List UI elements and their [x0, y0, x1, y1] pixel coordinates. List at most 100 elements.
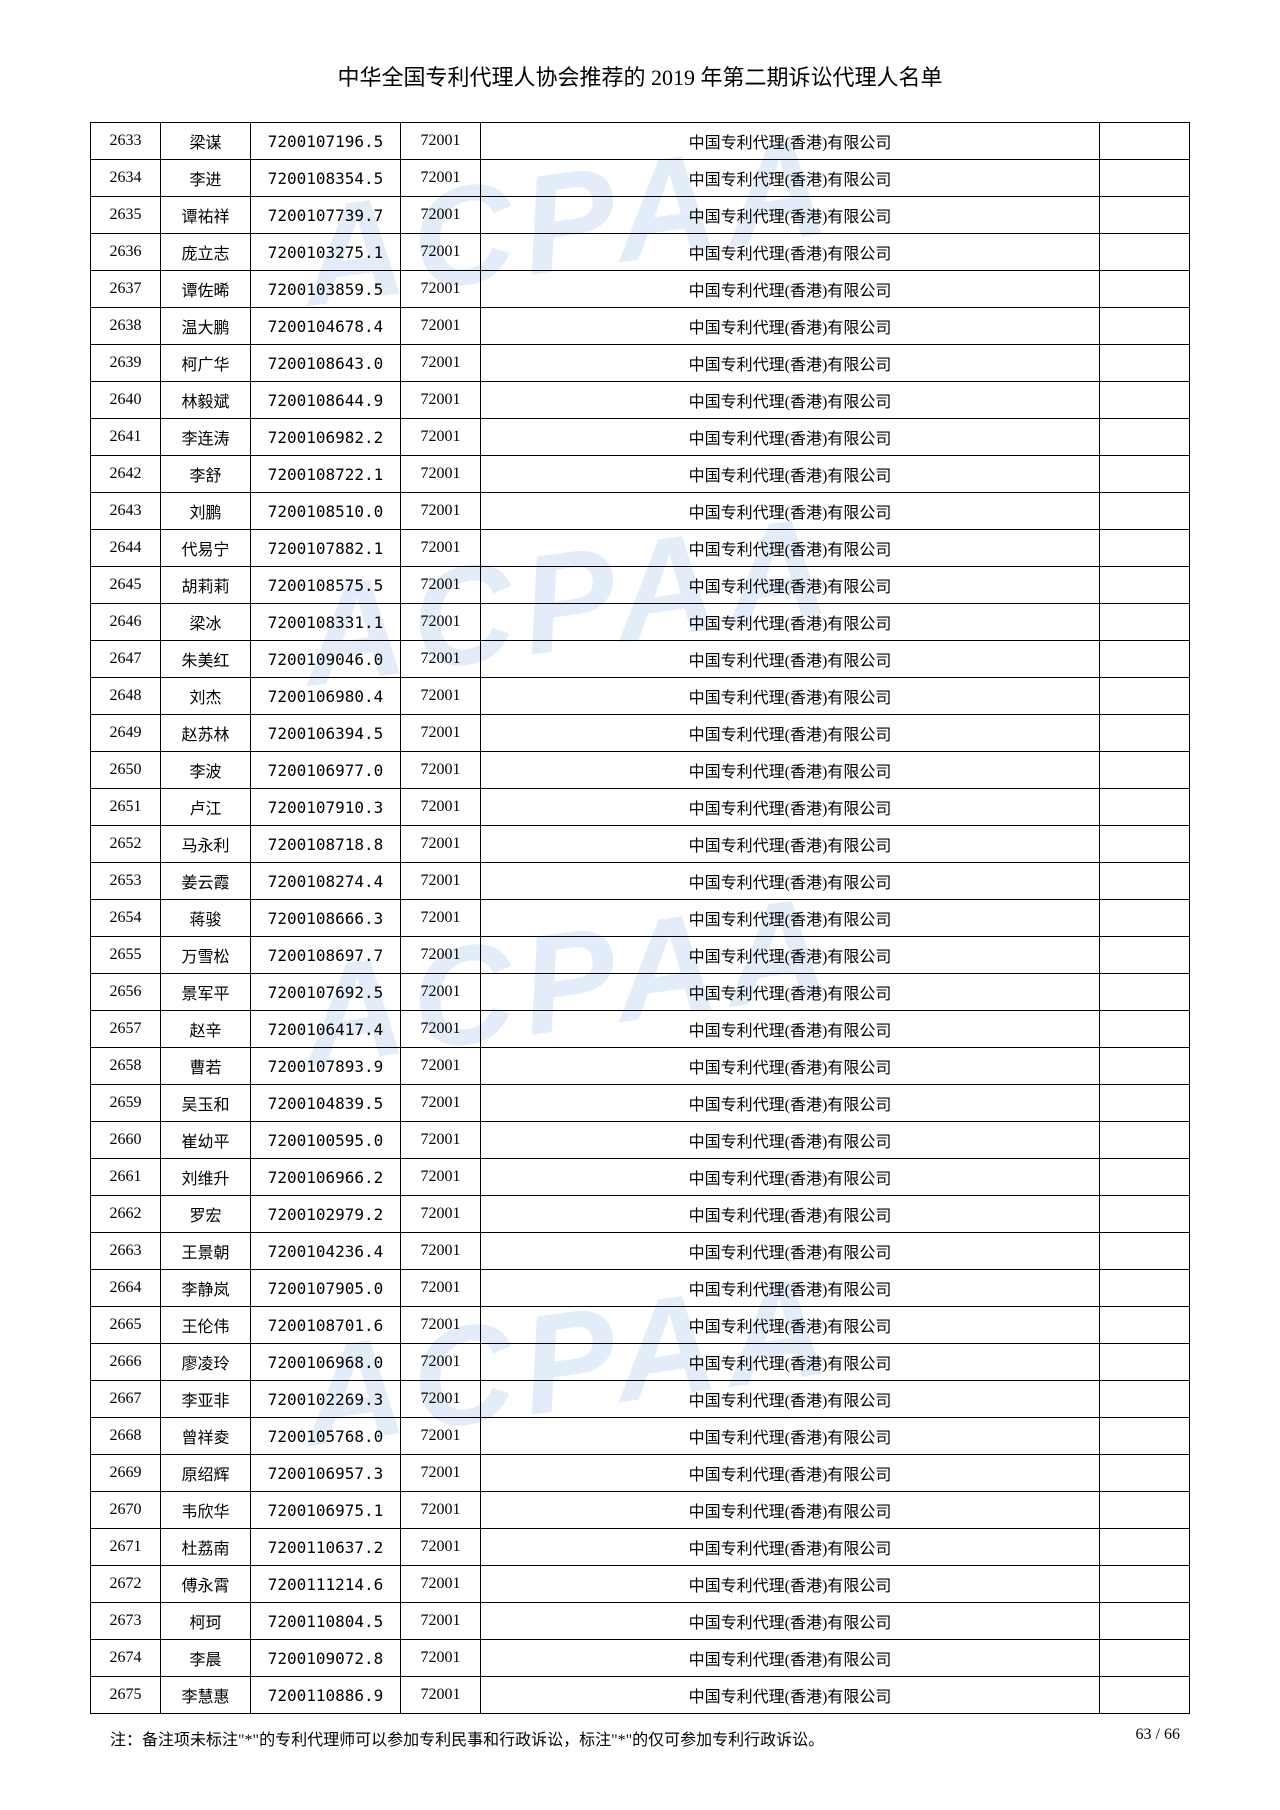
table-cell: [1100, 1270, 1190, 1307]
table-cell: [1100, 900, 1190, 937]
table-cell: [1100, 1492, 1190, 1529]
table-cell: 中国专利代理(香港)有限公司: [481, 900, 1100, 937]
table-cell: 7200109072.8: [251, 1640, 401, 1677]
table-cell: 傅永霄: [161, 1566, 251, 1603]
table-row: 2640林毅斌7200108644.972001中国专利代理(香港)有限公司: [91, 382, 1190, 419]
table-cell: 2665: [91, 1307, 161, 1344]
table-cell: 刘鹏: [161, 493, 251, 530]
table-cell: 72001: [401, 1566, 481, 1603]
table-cell: 2667: [91, 1381, 161, 1418]
table-cell: [1100, 1159, 1190, 1196]
table-cell: 中国专利代理(香港)有限公司: [481, 197, 1100, 234]
table-row: 2655万雪松7200108697.772001中国专利代理(香港)有限公司: [91, 937, 1190, 974]
table-cell: 2643: [91, 493, 161, 530]
table-cell: 刘杰: [161, 678, 251, 715]
table-cell: [1100, 1344, 1190, 1381]
table-cell: 中国专利代理(香港)有限公司: [481, 678, 1100, 715]
table-row: 2661刘维升7200106966.272001中国专利代理(香港)有限公司: [91, 1159, 1190, 1196]
table-cell: 7200108643.0: [251, 345, 401, 382]
table-cell: 7200108722.1: [251, 456, 401, 493]
table-cell: 7200108701.6: [251, 1307, 401, 1344]
table-cell: 中国专利代理(香港)有限公司: [481, 1418, 1100, 1455]
table-cell: 2671: [91, 1529, 161, 1566]
table-cell: 蒋骏: [161, 900, 251, 937]
table-row: 2673柯珂7200110804.572001中国专利代理(香港)有限公司: [91, 1603, 1190, 1640]
table-row: 2633梁谋7200107196.572001中国专利代理(香港)有限公司: [91, 123, 1190, 160]
table-cell: [1100, 863, 1190, 900]
table-cell: [1100, 1048, 1190, 1085]
table-row: 2675李慧惠7200110886.972001中国专利代理(香港)有限公司: [91, 1677, 1190, 1714]
table-cell: [1100, 752, 1190, 789]
table-cell: 72001: [401, 1381, 481, 1418]
table-cell: 中国专利代理(香港)有限公司: [481, 530, 1100, 567]
table-cell: 7200102269.3: [251, 1381, 401, 1418]
table-cell: 72001: [401, 234, 481, 271]
table-cell: 中国专利代理(香港)有限公司: [481, 1196, 1100, 1233]
table-row: 2664李静岚7200107905.072001中国专利代理(香港)有限公司: [91, 1270, 1190, 1307]
table-cell: 姜云霞: [161, 863, 251, 900]
table-cell: 7200107882.1: [251, 530, 401, 567]
table-cell: 72001: [401, 419, 481, 456]
table-cell: 72001: [401, 493, 481, 530]
page-indicator: 63 / 66: [1136, 1726, 1190, 1744]
table-cell: 中国专利代理(香港)有限公司: [481, 1677, 1100, 1714]
table-cell: 72001: [401, 567, 481, 604]
table-cell: 72001: [401, 160, 481, 197]
table-cell: 7200103275.1: [251, 234, 401, 271]
table-cell: 7200107905.0: [251, 1270, 401, 1307]
table-cell: [1100, 789, 1190, 826]
table-cell: 中国专利代理(香港)有限公司: [481, 1566, 1100, 1603]
table-cell: 72001: [401, 789, 481, 826]
table-cell: 72001: [401, 1159, 481, 1196]
table-cell: 吴玉和: [161, 1085, 251, 1122]
table-cell: 7200109046.0: [251, 641, 401, 678]
table-cell: [1100, 1566, 1190, 1603]
table-cell: 2636: [91, 234, 161, 271]
table-row: 2669原绍辉7200106957.372001中国专利代理(香港)有限公司: [91, 1455, 1190, 1492]
table-cell: 中国专利代理(香港)有限公司: [481, 308, 1100, 345]
table-row: 2668曾祥夌7200105768.072001中国专利代理(香港)有限公司: [91, 1418, 1190, 1455]
table-cell: 中国专利代理(香港)有限公司: [481, 1048, 1100, 1085]
table-cell: 景军平: [161, 974, 251, 1011]
table-cell: [1100, 1011, 1190, 1048]
table-cell: 72001: [401, 715, 481, 752]
table-cell: 2638: [91, 308, 161, 345]
table-row: 2665王伦伟7200108701.672001中国专利代理(香港)有限公司: [91, 1307, 1190, 1344]
table-cell: 谭佐晞: [161, 271, 251, 308]
table-cell: 中国专利代理(香港)有限公司: [481, 789, 1100, 826]
table-row: 2650李波7200106977.072001中国专利代理(香港)有限公司: [91, 752, 1190, 789]
table-cell: 梁谋: [161, 123, 251, 160]
table-cell: 朱美红: [161, 641, 251, 678]
table-cell: 7200110886.9: [251, 1677, 401, 1714]
table-cell: 中国专利代理(香港)有限公司: [481, 271, 1100, 308]
table-cell: [1100, 1603, 1190, 1640]
table-cell: 72001: [401, 1011, 481, 1048]
table-cell: 2659: [91, 1085, 161, 1122]
table-cell: 7200106957.3: [251, 1455, 401, 1492]
table-cell: 7200107692.5: [251, 974, 401, 1011]
table-cell: 7200108666.3: [251, 900, 401, 937]
table-cell: 72001: [401, 604, 481, 641]
table-cell: 赵苏林: [161, 715, 251, 752]
table-row: 2636庞立志7200103275.172001中国专利代理(香港)有限公司: [91, 234, 1190, 271]
table-cell: 72001: [401, 752, 481, 789]
table-cell: 72001: [401, 1640, 481, 1677]
table-cell: 72001: [401, 1270, 481, 1307]
table-cell: 中国专利代理(香港)有限公司: [481, 567, 1100, 604]
table-cell: 2655: [91, 937, 161, 974]
table-cell: 72001: [401, 1085, 481, 1122]
table-cell: 2642: [91, 456, 161, 493]
table-cell: 2673: [91, 1603, 161, 1640]
table-cell: 中国专利代理(香港)有限公司: [481, 1603, 1100, 1640]
table-cell: [1100, 974, 1190, 1011]
table-cell: 庞立志: [161, 234, 251, 271]
table-cell: 原绍辉: [161, 1455, 251, 1492]
table-cell: 中国专利代理(香港)有限公司: [481, 1011, 1100, 1048]
table-cell: 2644: [91, 530, 161, 567]
table-row: 2651卢江7200107910.372001中国专利代理(香港)有限公司: [91, 789, 1190, 826]
table-cell: 中国专利代理(香港)有限公司: [481, 1270, 1100, 1307]
table-row: 2643刘鹏7200108510.072001中国专利代理(香港)有限公司: [91, 493, 1190, 530]
table-cell: 7200107893.9: [251, 1048, 401, 1085]
table-row: 2672傅永霄7200111214.672001中国专利代理(香港)有限公司: [91, 1566, 1190, 1603]
table-cell: 杜荔南: [161, 1529, 251, 1566]
